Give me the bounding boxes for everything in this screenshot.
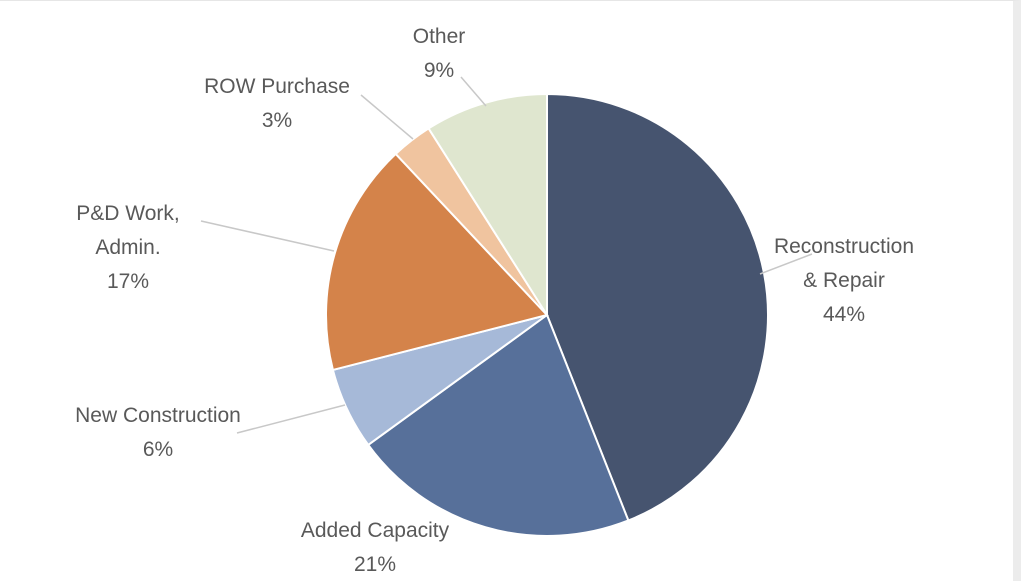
slice-category-label: & Repair [803,269,885,292]
slice-value-label: 17% [107,270,149,293]
leader-line [759,253,813,275]
pie-slice-reconstruction-repair [546,92,769,522]
slice-category-label: Other [413,25,466,48]
pie-slice-other [427,92,548,319]
slice-category-label: Admin. [95,236,160,259]
slice-value-label: 44% [823,303,865,326]
slice-category-label: New Construction [75,404,241,427]
slice-value-label: 6% [143,438,173,461]
slice-category-label: P&D Work, [76,202,179,225]
leader-line [200,220,335,252]
slice-category-label: Added Capacity [301,519,450,542]
slice-value-label: 3% [262,109,292,132]
leader-line [460,76,487,107]
slice-category-label: Reconstruction [774,235,914,258]
leader-line [360,94,414,140]
leader-line [236,404,346,434]
pie-slice-added-capacity [366,313,630,537]
slice-category-label: ROW Purchase [204,75,350,98]
pie-slice-p-d-work-admin [325,152,549,372]
slice-value-label: 9% [424,59,454,82]
slice-value-label: 21% [354,553,396,576]
